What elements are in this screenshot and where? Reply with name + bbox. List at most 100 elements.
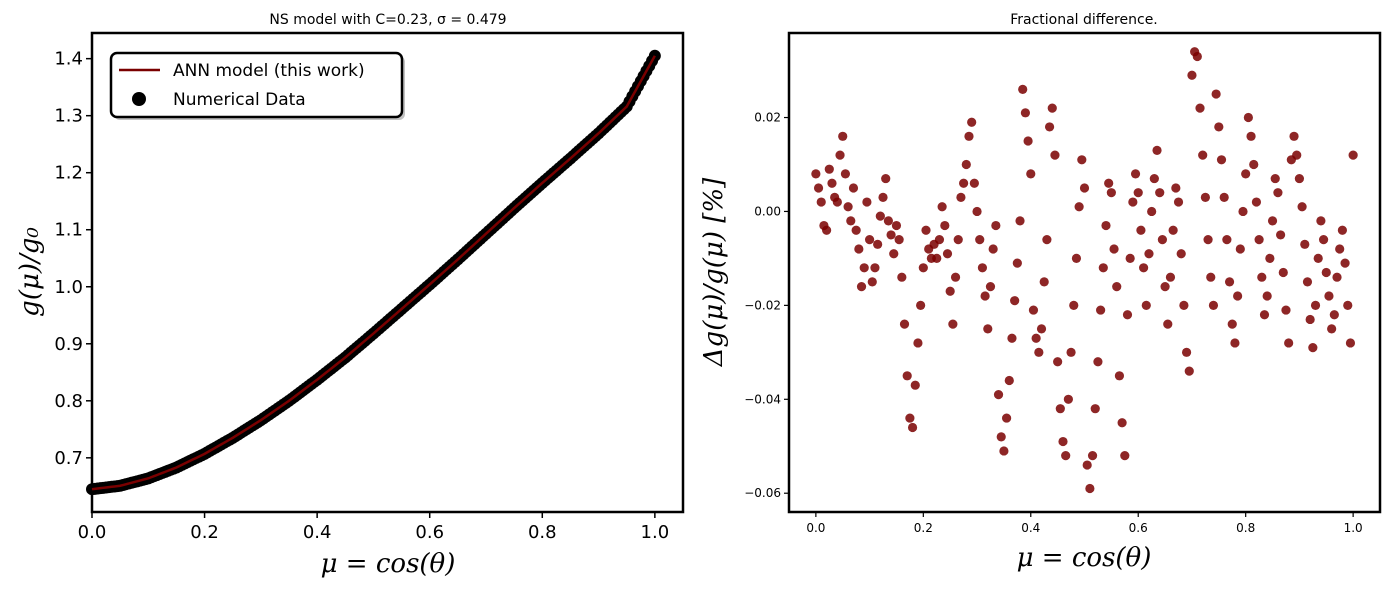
left-y-tick-label: 0.8	[54, 391, 83, 412]
right-data-point	[940, 220, 950, 231]
left-y-axis-label: g(μ)/g₀	[15, 227, 45, 317]
right-data-point	[1318, 235, 1329, 245]
right-data-point	[889, 249, 899, 259]
legend-box	[109, 51, 404, 119]
left-x-tick-label: 1.0	[641, 522, 670, 543]
right-data-point	[1093, 357, 1103, 367]
right-data-point	[1149, 173, 1159, 184]
right-data-point	[859, 263, 869, 273]
left-y-ticks: 0.7 0.8 0.9 1.0 1.1 1.2 1.3 1.4	[54, 49, 92, 469]
right-data-point	[1302, 277, 1313, 287]
right-data-point	[1141, 300, 1151, 310]
right-data-point	[969, 178, 979, 188]
right-data-point	[945, 286, 955, 296]
right-data-point	[1001, 413, 1012, 423]
right-data-point	[1074, 202, 1084, 212]
right-data-point	[881, 173, 891, 184]
right-data-point	[1200, 192, 1210, 202]
right-data-point	[1004, 375, 1014, 386]
right-data-point	[996, 432, 1006, 442]
right-data-point	[1316, 216, 1326, 226]
right-data-point	[1222, 235, 1232, 245]
right-data-point	[1079, 183, 1090, 193]
right-data-point	[1238, 206, 1248, 217]
right-points-layer	[811, 47, 1358, 494]
right-data-point	[937, 202, 947, 212]
right-x-tick-label: 0.4	[1021, 521, 1040, 535]
left-y-tick-label: 1.4	[54, 49, 83, 70]
right-data-point	[897, 272, 907, 282]
right-y-tick-label: −0.06	[744, 486, 781, 500]
right-data-point	[1211, 89, 1221, 99]
right-data-point	[1300, 239, 1310, 249]
right-data-point	[816, 197, 826, 207]
right-data-point	[956, 192, 966, 202]
right-data-point	[1270, 173, 1280, 184]
right-data-point	[1219, 192, 1229, 202]
right-data-point	[991, 220, 1001, 231]
right-data-point	[905, 413, 915, 423]
right-data-point	[1198, 150, 1208, 160]
left-x-tick-label: 0.2	[190, 522, 219, 543]
right-data-point	[988, 244, 998, 254]
right-data-point	[1308, 343, 1318, 353]
right-data-point	[1276, 230, 1286, 240]
right-data-point	[1251, 197, 1262, 207]
right-data-point	[1096, 305, 1106, 315]
left-x-tick-label: 0.6	[415, 522, 444, 543]
right-x-axis-label: μ = cos(θ)	[1017, 543, 1152, 573]
right-data-point	[878, 192, 888, 202]
right-data-point	[1335, 244, 1345, 254]
right-data-point	[1208, 300, 1219, 310]
right-data-point	[948, 319, 958, 329]
right-data-point	[1085, 483, 1095, 494]
right-data-point	[999, 446, 1009, 456]
right-data-point	[875, 211, 885, 221]
right-data-point	[1343, 300, 1353, 310]
right-data-point	[1224, 277, 1235, 287]
right-data-point	[942, 249, 953, 259]
left-x-tick-label: 0.4	[303, 522, 332, 543]
legend-entry-ann-model: ANN model (this work)	[173, 61, 365, 81]
right-data-point	[1262, 291, 1272, 301]
right-data-point	[1267, 216, 1278, 226]
right-data-point	[1289, 131, 1299, 141]
right-data-point	[1281, 305, 1291, 315]
right-data-point	[1284, 338, 1294, 348]
right-data-point	[1278, 267, 1288, 278]
right-data-point	[1203, 235, 1213, 245]
right-data-point	[964, 131, 974, 141]
right-y-axis-label: Δg(μ)/g(μ) [%]	[699, 177, 729, 367]
right-data-point	[1136, 225, 1146, 235]
right-data-point	[961, 159, 971, 170]
right-data-point	[824, 164, 834, 174]
right-data-point	[1109, 244, 1119, 254]
right-y-tick-label: −0.02	[744, 298, 781, 312]
right-data-point	[1243, 112, 1253, 123]
right-data-point	[1023, 136, 1033, 146]
right-data-point	[1020, 108, 1030, 118]
right-data-point	[1168, 225, 1178, 235]
right-data-point	[1176, 249, 1186, 259]
right-data-point	[1010, 296, 1020, 306]
right-data-point	[1055, 404, 1065, 414]
legend-entry-numerical-data: Numerical Data	[173, 90, 306, 110]
right-data-point	[1206, 272, 1216, 282]
right-x-tick-label: 0.0	[806, 521, 825, 535]
right-data-point	[1324, 291, 1334, 301]
right-data-point	[1101, 220, 1111, 231]
right-data-point	[843, 202, 853, 212]
left-y-tick-label: 1.3	[54, 106, 83, 127]
left-x-tick-label: 0.0	[78, 522, 107, 543]
right-data-point	[975, 235, 985, 245]
right-data-point	[1233, 291, 1243, 301]
right-data-point	[1294, 173, 1305, 184]
right-data-point	[1125, 253, 1135, 264]
right-data-point	[902, 371, 912, 381]
right-data-point	[811, 169, 821, 179]
right-data-point	[1241, 169, 1251, 179]
right-data-point	[1184, 366, 1194, 376]
right-x-ticks: 0.0 0.2 0.4 0.6 0.8 1.0	[806, 512, 1363, 535]
right-data-point	[934, 235, 945, 245]
